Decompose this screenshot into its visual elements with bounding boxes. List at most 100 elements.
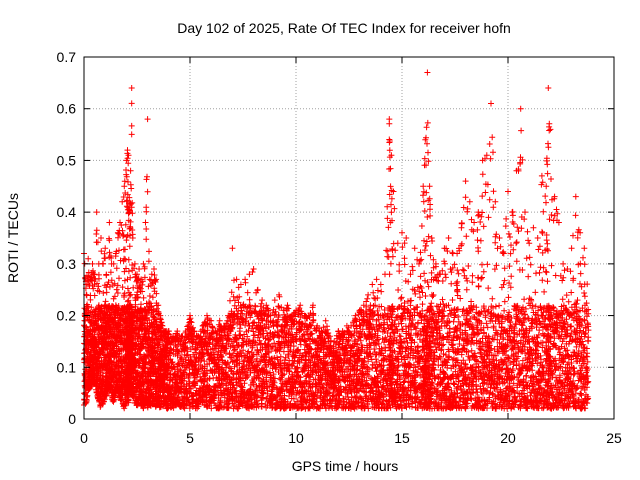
data-point (108, 303, 115, 310)
data-point (123, 173, 130, 180)
data-point (91, 292, 98, 299)
data-point (133, 318, 140, 325)
data-point-peak (114, 229, 121, 236)
data-point (94, 280, 100, 287)
data-point (123, 237, 130, 244)
data-point (127, 218, 134, 225)
data-point (94, 239, 101, 246)
data-point (111, 280, 118, 287)
data-point (127, 274, 134, 281)
data-point (125, 297, 132, 304)
data-point (95, 384, 102, 391)
data-point (119, 284, 126, 291)
data-point (111, 293, 118, 300)
data-point (116, 275, 122, 282)
data-point (100, 290, 107, 296)
data-point (118, 364, 125, 370)
data-point (144, 188, 151, 195)
data-point-peak (131, 260, 138, 267)
data-point (140, 294, 147, 301)
data-point-peak (250, 266, 257, 272)
data-points-layer (81, 69, 592, 412)
data-point (125, 160, 132, 167)
data-point (114, 290, 121, 296)
data-point (130, 284, 137, 291)
data-point (98, 248, 105, 255)
data-point (90, 285, 97, 292)
chart-title: Day 102 of 2025, Rate Of TEC Index for r… (177, 20, 511, 36)
data-point (119, 227, 126, 234)
data-point-peak (128, 85, 135, 91)
data-point (125, 178, 131, 185)
data-point (134, 289, 141, 296)
data-point (120, 233, 126, 239)
data-point (127, 201, 134, 207)
data-point (96, 288, 103, 295)
data-point (93, 227, 100, 234)
data-point (125, 256, 132, 263)
data-point-peak (126, 209, 133, 216)
data-point (145, 258, 152, 265)
data-point-peak (140, 260, 147, 267)
data-point (121, 290, 128, 297)
data-point (135, 294, 141, 300)
data-point (103, 289, 110, 296)
data-point (130, 339, 137, 346)
data-point (123, 265, 129, 272)
data-point-peak (216, 317, 223, 324)
data-point (125, 268, 132, 275)
data-point-peak (112, 250, 119, 257)
data-point (143, 208, 150, 215)
data-point (127, 291, 134, 298)
data-point (244, 289, 251, 296)
data-point (286, 348, 293, 355)
data-point (143, 236, 150, 243)
data-point-peak (242, 276, 249, 283)
data-point-peak (93, 209, 100, 216)
data-point-peak (85, 255, 92, 262)
data-point (96, 354, 103, 361)
data-point (129, 262, 136, 268)
data-point (149, 294, 156, 301)
data-point (132, 303, 139, 310)
data-point (129, 199, 136, 206)
data-point-peak (229, 245, 236, 252)
data-point (146, 248, 152, 255)
data-point (308, 330, 315, 337)
data-point (124, 285, 131, 292)
data-point (120, 194, 127, 200)
data-point-peak (91, 271, 98, 278)
data-point (116, 247, 122, 254)
data-point (129, 227, 136, 233)
data-point-peak (129, 235, 136, 241)
data-point-peak (151, 266, 157, 272)
data-point (134, 294, 141, 301)
data-point (84, 392, 91, 399)
data-point-peak (127, 167, 134, 174)
data-point-peak (110, 260, 117, 267)
data-point (111, 394, 118, 401)
data-point (106, 235, 112, 242)
data-point (114, 282, 121, 289)
data-point (95, 271, 102, 278)
data-point-peak (134, 271, 140, 278)
data-point (103, 271, 110, 278)
data-point-peak (271, 297, 278, 304)
data-point (128, 100, 135, 107)
data-point (132, 324, 138, 331)
data-point (122, 221, 129, 228)
data-point (116, 231, 123, 237)
data-point (275, 303, 282, 310)
data-point-peak (284, 302, 291, 309)
data-point (117, 397, 124, 404)
data-point-peak (148, 271, 155, 278)
data-point (126, 292, 133, 299)
data-point (121, 255, 128, 262)
data-point (113, 265, 120, 272)
data-point (95, 283, 102, 290)
data-point (135, 359, 142, 366)
data-point-peak (117, 219, 123, 226)
data-point-peak (98, 235, 104, 241)
data-point (126, 243, 133, 250)
data-point (88, 304, 95, 311)
